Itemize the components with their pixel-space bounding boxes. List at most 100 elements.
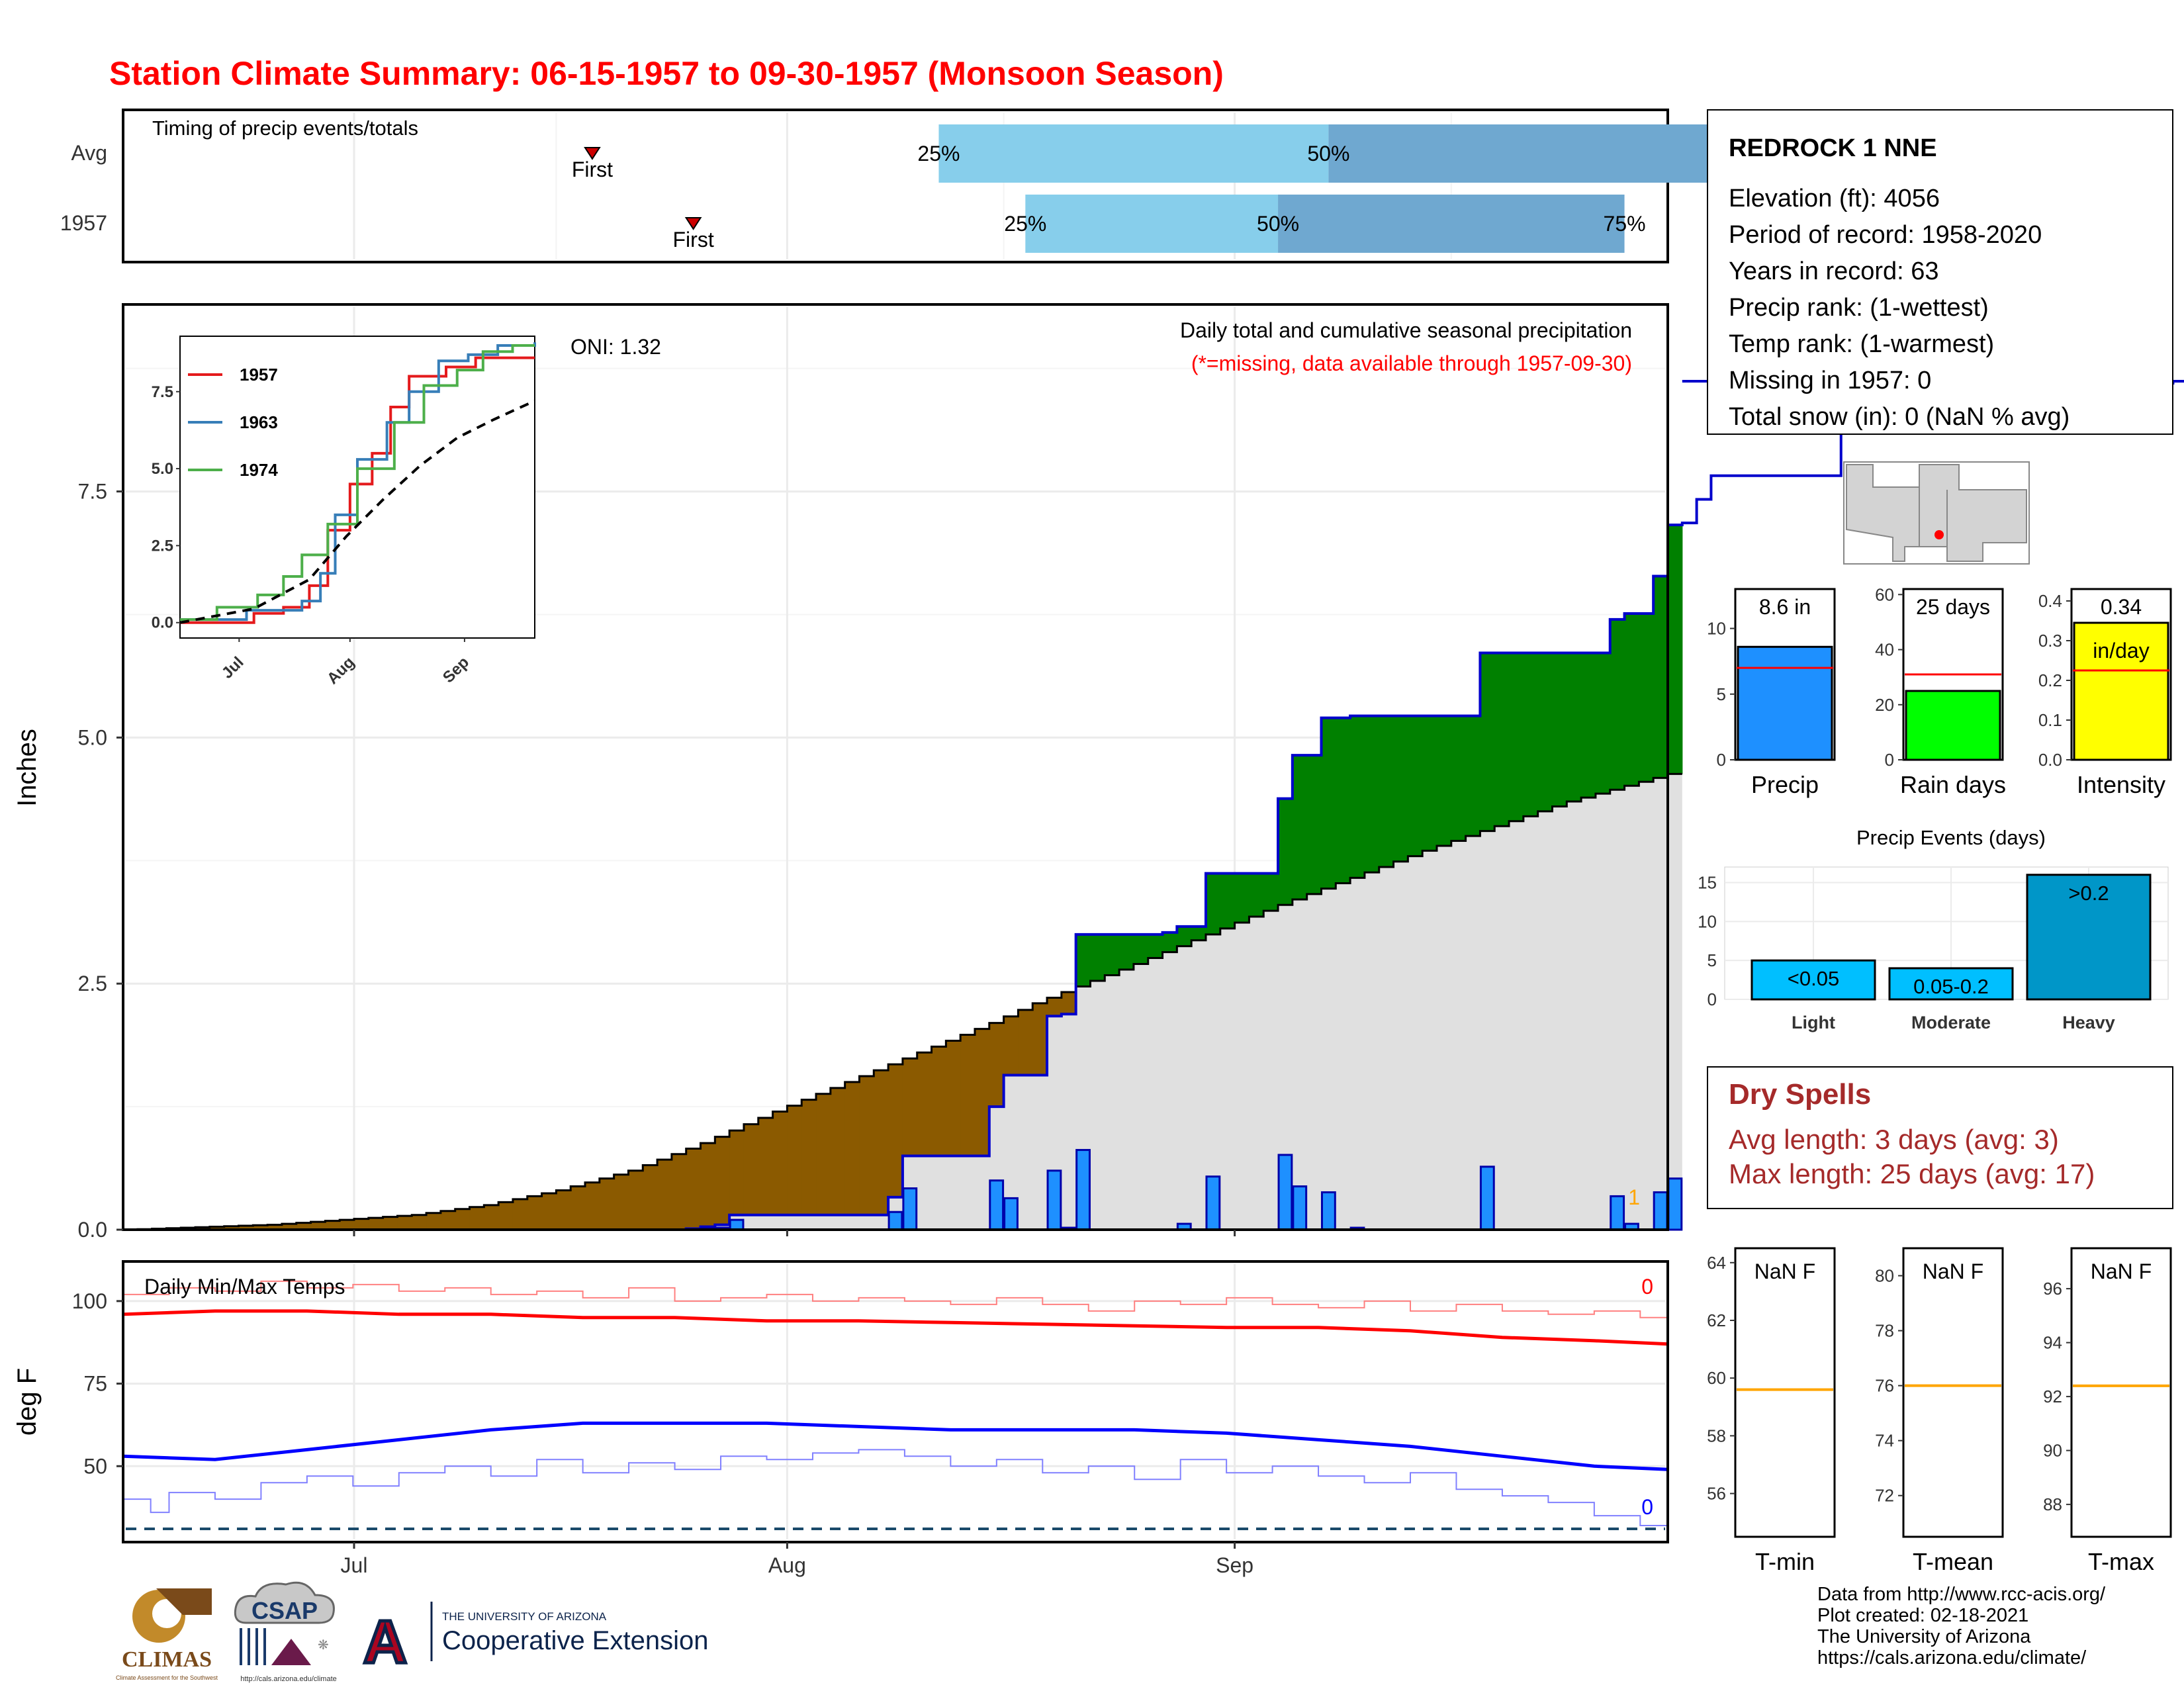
q50-label: 50% <box>1307 142 1349 165</box>
summary-bar-Precip <box>1737 645 1833 761</box>
locator-map <box>1843 461 2030 565</box>
chart-title: Station Climate Summary: 06-15-1957 to 0… <box>109 55 1224 92</box>
q25-label: 25% <box>1004 212 1046 236</box>
below-normal-segment <box>397 1216 412 1230</box>
temp-title: Daily Min/Max Temps <box>144 1275 345 1299</box>
missing-count: 1 <box>1628 1185 1640 1209</box>
above-normal-segment <box>1263 873 1279 911</box>
precip-ytick-label: 7.5 <box>78 480 107 504</box>
below-normal-segment <box>512 1199 528 1230</box>
daily-precip-bar <box>729 1218 745 1231</box>
summary-ytick-label: 0.1 <box>2038 710 2062 730</box>
above-normal-segment <box>1306 755 1322 894</box>
summary-bar-Intensity <box>2073 621 2169 761</box>
below-normal-segment <box>570 1186 586 1230</box>
above-normal-segment <box>1119 934 1134 970</box>
summary-ytick-label: 20 <box>1875 695 1894 715</box>
above-normal-segment <box>1537 653 1553 811</box>
events-bar-Moderate <box>1888 967 2014 1001</box>
station-line-precip-rank: Precip rank: (1-wettest) <box>1729 294 1989 322</box>
first-marker <box>584 147 601 160</box>
station-location-marker <box>1934 530 1944 539</box>
below-normal-segment <box>296 1222 312 1230</box>
inset-legend-label: 1957 <box>240 365 278 385</box>
above-normal-segment <box>1162 932 1177 952</box>
temp-summary-box-T-min <box>1734 1247 1836 1538</box>
above-normal-segment <box>1234 873 1250 923</box>
below-normal-segment <box>686 1148 702 1229</box>
precip-ytick-label: 5.0 <box>78 725 107 749</box>
station-name: REDROCK 1 NNE <box>1729 134 1937 162</box>
above-normal-segment <box>1364 715 1380 873</box>
events-title: Precip Events (days) <box>1856 826 2046 849</box>
ua-logo: A THE UNIVERSITY OF ARIZONA Cooperative … <box>361 1602 708 1678</box>
above-normal-segment <box>1321 717 1336 889</box>
events-category-label: Light <box>1792 1013 1835 1032</box>
dry-spells-title: Dry Spells <box>1729 1078 1871 1111</box>
station-line-elevation: Elevation (ft): 4056 <box>1729 185 1940 212</box>
below-normal-segment <box>383 1216 398 1230</box>
above-normal-segment <box>1090 934 1105 981</box>
missing-note: (*=missing, data available through 1957-… <box>1191 351 1632 375</box>
q50-label: 50% <box>1257 212 1299 236</box>
above-normal-segment <box>1133 934 1149 964</box>
below-normal-segment <box>368 1218 384 1230</box>
below-normal-segment <box>310 1222 326 1230</box>
temp-summary-ytick-label: 92 <box>2043 1387 2062 1406</box>
svg-text:The University of Arizona: The University of Arizona <box>1817 1626 2031 1647</box>
first-marker <box>684 217 702 230</box>
tmax-average-line <box>122 1309 1668 1346</box>
temp-summary-ytick-label: 58 <box>1707 1426 1726 1445</box>
above-normal-segment <box>1567 653 1582 802</box>
below-normal-segment <box>989 1023 1005 1107</box>
below-normal-segment <box>859 1075 874 1215</box>
above-normal-segment <box>1105 934 1120 976</box>
below-normal-segment <box>267 1224 283 1230</box>
below-normal-segment <box>354 1218 369 1230</box>
temp-summary-box-T-mean <box>1902 1247 2004 1538</box>
summary-value-label: 8.6 in <box>1759 595 1811 619</box>
below-normal-segment <box>743 1124 759 1215</box>
daily-precip-bar <box>1292 1185 1308 1231</box>
below-normal-segment <box>643 1165 658 1230</box>
tmin-count: 0 <box>1641 1495 1653 1519</box>
precip-ylabel: Inches <box>13 729 42 807</box>
temp-ytick-label: 75 <box>83 1372 107 1396</box>
below-normal-segment <box>1018 1009 1033 1075</box>
oni-label: ONI: 1.32 <box>570 335 661 359</box>
summary-axis-label: Rain days <box>1900 771 2006 798</box>
below-normal-segment <box>209 1226 225 1230</box>
daily-precip-bar <box>902 1187 918 1231</box>
q75-label: 75% <box>1604 212 1646 236</box>
below-normal-segment <box>628 1170 643 1230</box>
temp-summary-value-label: NaN F <box>1754 1259 1815 1283</box>
svg-text:https://cals.arizona.edu/clima: https://cals.arizona.edu/climate/ <box>1817 1647 2087 1668</box>
above-normal-segment <box>1668 525 1683 774</box>
below-normal-segment <box>700 1143 715 1227</box>
below-normal-segment <box>614 1174 629 1230</box>
temp-summary-axis-label: T-mean <box>1913 1548 1993 1575</box>
below-normal-segment <box>874 1070 889 1215</box>
events-category-label: Moderate <box>1911 1013 1991 1032</box>
below-normal-segment <box>541 1193 557 1230</box>
below-normal-segment <box>455 1209 471 1230</box>
below-normal-segment <box>1061 991 1077 1015</box>
below-normal-segment <box>238 1226 253 1230</box>
daily-precip-bar <box>1320 1191 1336 1231</box>
svg-text:http://cals.arizona.edu/climat: http://cals.arizona.edu/climate <box>240 1675 337 1683</box>
summary-ytick-label: 40 <box>1875 640 1894 660</box>
events-ytick-label: 15 <box>1698 873 1717 893</box>
above-normal-segment <box>1422 715 1437 851</box>
above-normal-segment <box>1465 715 1481 837</box>
above-normal-segment <box>1408 715 1423 856</box>
daily-precip-bar <box>989 1179 1005 1231</box>
below-normal-segment <box>715 1136 730 1225</box>
below-normal-segment <box>412 1214 427 1230</box>
above-normal-segment <box>1191 926 1206 940</box>
inset-series-1974 <box>180 343 535 621</box>
below-normal-segment <box>830 1087 846 1215</box>
inset-normal-line <box>179 399 535 624</box>
below-normal-segment <box>671 1154 687 1230</box>
temp-summary-box-T-max <box>2070 1247 2172 1538</box>
